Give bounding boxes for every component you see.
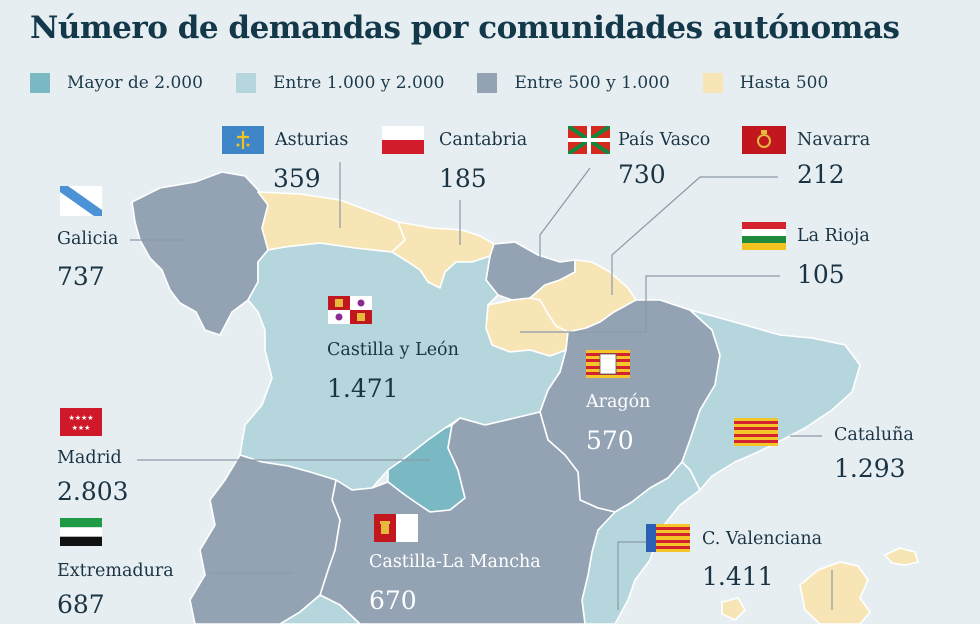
aragon-value: 570 [586, 426, 634, 455]
c-valenciana-value: 1.411 [702, 562, 774, 591]
region-baleares-mallorca [799, 561, 871, 624]
madrid-value: 2.803 [57, 477, 129, 506]
pais-vasco-value: 730 [618, 160, 666, 189]
region-galicia [131, 171, 271, 336]
castilla-leon-value: 1.471 [327, 374, 399, 403]
castilla-la-mancha-label: Castilla-La Mancha [369, 552, 541, 572]
la-rioja-flag-icon [742, 222, 786, 250]
region-baleares-ibiza [721, 597, 746, 621]
madrid-flag-icon: ★★★★ ★★★ [60, 408, 102, 436]
asturias-label: Asturias [275, 130, 349, 150]
la-rioja-value: 105 [797, 260, 845, 289]
c-valenciana-label: C. Valenciana [702, 529, 823, 549]
legend-swatch [477, 73, 498, 93]
legend: Mayor de 2.000 Entre 1.000 y 2.000 Entre… [30, 70, 861, 96]
legend-label: Hasta 500 [739, 73, 829, 93]
legend-item-500-1000: Entre 500 y 1.000 [477, 73, 670, 93]
legend-item-mayor-2000: Mayor de 2.000 [30, 73, 203, 93]
c-valenciana-flag-icon [646, 524, 690, 552]
aragon-label: Aragón [586, 392, 651, 412]
navarra-flag-icon [742, 126, 786, 154]
legend-item-1000-2000: Entre 1.000 y 2.000 [235, 73, 445, 93]
asturias-flag-icon [222, 126, 264, 154]
galicia-flag-icon [60, 186, 102, 216]
extremadura-value: 687 [57, 590, 105, 619]
aragon-flag-icon [586, 350, 630, 378]
svg-text:★★★: ★★★ [72, 424, 91, 432]
legend-swatch [702, 73, 723, 93]
cataluna-flag-icon [734, 418, 778, 446]
galicia-label: Galicia [57, 229, 119, 249]
svg-text:★★★★: ★★★★ [68, 414, 93, 422]
extremadura-label: Extremadura [57, 561, 174, 581]
asturias-value: 359 [273, 164, 321, 193]
cantabria-label: Cantabria [439, 130, 528, 150]
legend-label: Entre 1.000 y 2.000 [272, 73, 445, 93]
map-title: Número de demandas por comunidades autón… [30, 10, 900, 46]
legend-item-hasta-500: Hasta 500 [702, 73, 829, 93]
madrid-label: Madrid [57, 448, 122, 468]
leader-navarra [611, 176, 778, 295]
legend-swatch [235, 73, 256, 93]
la-rioja-label: La Rioja [797, 226, 870, 246]
navarra-value: 212 [797, 160, 845, 189]
castilla-leon-label: Castilla y León [327, 340, 459, 360]
cataluna-label: Cataluña [834, 425, 914, 445]
cantabria-flag-icon [382, 126, 424, 154]
castilla-la-mancha-value: 670 [369, 586, 417, 615]
extremadura-flag-icon [60, 518, 102, 546]
legend-label: Entre 500 y 1.000 [514, 73, 670, 93]
cataluna-value: 1.293 [834, 454, 906, 483]
navarra-label: Navarra [797, 130, 871, 150]
leader-la-rioja [520, 275, 780, 333]
cantabria-value: 185 [439, 164, 487, 193]
pais-vasco-flag-icon [568, 126, 610, 154]
leader-c-valenciana [617, 541, 652, 610]
galicia-value: 737 [57, 262, 105, 291]
legend-swatch [30, 73, 50, 93]
region-asturias [257, 191, 406, 253]
castilla-leon-flag-icon [328, 296, 372, 324]
castilla-la-mancha-flag-icon [374, 514, 418, 542]
pais-vasco-label: País Vasco [618, 130, 711, 150]
region-cataluna [681, 309, 861, 491]
region-andalucia [279, 594, 361, 624]
leader-pais-vasco [539, 167, 591, 262]
region-baleares-menorca [884, 547, 919, 566]
legend-label: Mayor de 2.000 [67, 73, 203, 93]
